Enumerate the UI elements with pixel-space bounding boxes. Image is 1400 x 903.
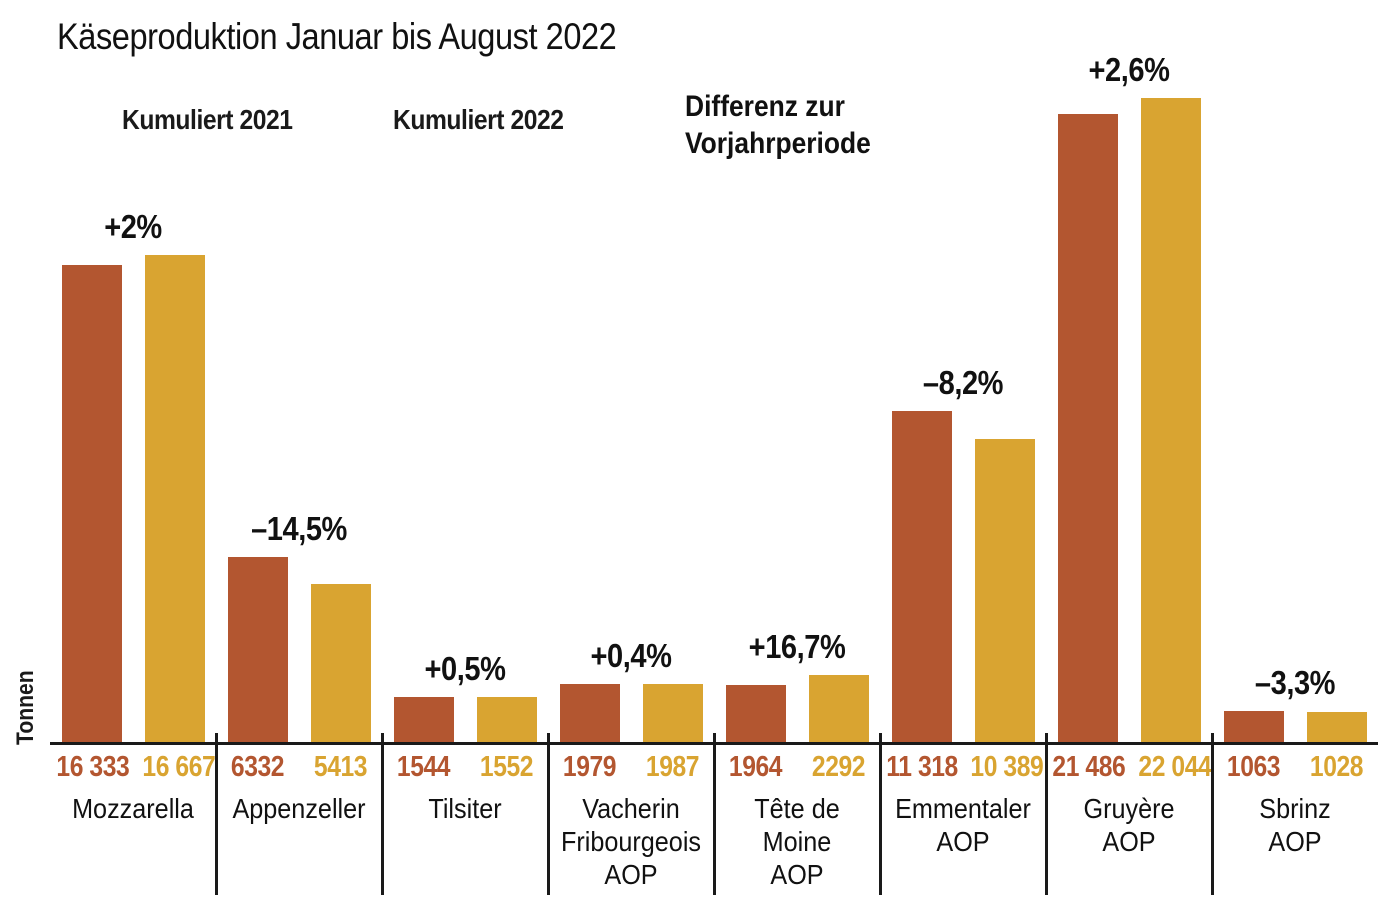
value-2022-label: 16 667: [142, 751, 215, 783]
values-cell: 1979 1987: [548, 750, 714, 784]
bar-group: +2,6%: [1046, 0, 1212, 742]
bar-2021: [393, 696, 454, 742]
value-2022-label: 5413: [313, 751, 368, 783]
bar-2022: [144, 255, 205, 742]
legend-label-2021: Kumuliert 2021: [122, 104, 293, 135]
category-label: Sbrinz AOP: [1259, 793, 1331, 857]
values-cell: 11 318 10 389: [880, 750, 1046, 784]
values-cell: 1063 1028: [1212, 750, 1378, 784]
bar-2021: [61, 264, 122, 742]
bar-2022: [310, 583, 371, 742]
names-row: Mozzarella Appenzeller Tilsiter Vacherin Fr…: [50, 792, 1378, 891]
category-label: Emmentaler AOP: [895, 793, 1031, 857]
diff-label: –8,2%: [922, 364, 1004, 402]
category-label: Tête de Moine AOP: [754, 793, 840, 890]
value-2022-label: 2292: [811, 751, 866, 783]
value-2021-label: 6332: [230, 751, 285, 783]
category-divider: [879, 733, 882, 895]
bar-group: +2%: [50, 0, 216, 742]
plot-area: +2% –14,5% +0,5% +0,4% +16,7% –8,2% +2,6% –3,3%: [50, 0, 1378, 745]
bar-group: +0,4%: [548, 0, 714, 742]
diff-note: Differenz zur Vorjahrperiode: [685, 90, 871, 160]
diff-label: +16,7%: [748, 628, 846, 666]
diff-label: +2%: [104, 208, 162, 246]
bar-2021: [725, 684, 786, 742]
category-label: Mozzarella: [72, 793, 194, 824]
diff-label: –3,3%: [1254, 663, 1336, 701]
category-label: Tilsiter: [428, 793, 502, 824]
value-2022-label: 10 389: [970, 751, 1044, 783]
value-2021-label: 1964: [728, 751, 783, 783]
values-row: 16 333 16 667 6332 5413 1544 1552 1979 1987 1964…: [50, 750, 1378, 784]
bar-2022: [1140, 98, 1201, 742]
category-label: Appenzeller: [232, 793, 366, 824]
values-cell: 1964 2292: [714, 750, 880, 784]
bar-group: –14,5%: [216, 0, 382, 742]
values-cell: 21 486 22 044: [1046, 750, 1212, 784]
diff-label: +0,5%: [424, 649, 506, 687]
value-2022-label: 1987: [645, 751, 700, 783]
value-2021-label: 1544: [396, 751, 451, 783]
value-2021-label: 21 486: [1052, 751, 1126, 783]
value-2021-label: 16 333: [56, 751, 130, 783]
bar-2022: [642, 683, 703, 742]
value-2022-label: 22 044: [1138, 751, 1211, 783]
category-divider: [547, 733, 550, 895]
category-divider: [1211, 733, 1214, 895]
chart-title: Käseproduktion Januar bis August 2022: [57, 16, 617, 57]
diff-label: +0,4%: [590, 636, 672, 674]
category-divider: [1045, 733, 1048, 895]
values-cell: 16 333 16 667: [50, 750, 216, 784]
bar-group: –3,3%: [1212, 0, 1378, 742]
category-divider: [713, 733, 716, 895]
value-2022-label: 1552: [479, 751, 534, 783]
category-divider: [381, 733, 384, 895]
bar-group: +0,5%: [382, 0, 548, 742]
category-label: Gruyère AOP: [1083, 793, 1175, 857]
value-2022-label: 1028: [1309, 751, 1364, 783]
bar-2021: [1057, 114, 1118, 742]
bar-2021: [559, 684, 620, 742]
bar-2022: [808, 675, 869, 742]
category-label: Vacherin Fribourgeois AOP: [560, 793, 702, 890]
diff-label: –14,5%: [251, 510, 347, 548]
category-divider: [215, 733, 218, 895]
bar-2022: [1306, 711, 1367, 742]
value-2021-label: 1979: [562, 751, 617, 783]
bar-2021: [227, 557, 288, 742]
bar-group: –8,2%: [880, 0, 1046, 742]
bar-2021: [1223, 710, 1284, 742]
bar-2022: [974, 438, 1035, 742]
bar-2022: [476, 696, 537, 742]
y-axis-label: Tonnen: [12, 670, 39, 745]
bar-2021: [891, 411, 952, 742]
values-cell: 6332 5413: [216, 750, 382, 784]
bar-group: +16,7%: [714, 0, 880, 742]
value-2021-label: 11 318: [886, 751, 958, 783]
diff-label: +2,6%: [1088, 51, 1170, 88]
legend-label-2022: Kumuliert 2022: [393, 104, 564, 135]
value-2021-label: 1063: [1226, 751, 1281, 783]
values-cell: 1544 1552: [382, 750, 548, 784]
